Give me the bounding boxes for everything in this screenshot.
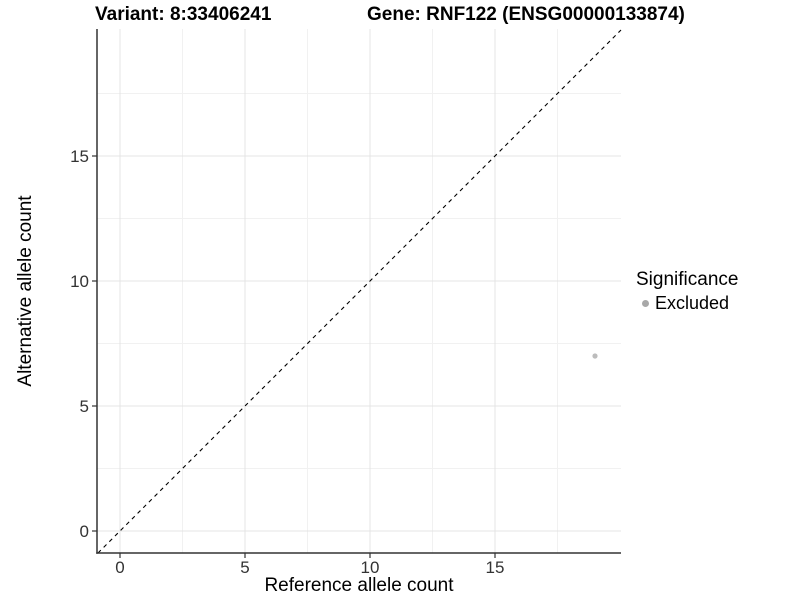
plot-title-gene: Gene: RNF122 (ENSG00000133874) — [367, 4, 685, 25]
plot-title-variant: Variant: 8:33406241 — [95, 4, 272, 25]
data-point — [592, 353, 598, 359]
y-tick-label: 15 — [70, 147, 89, 166]
legend-item-label: Excluded — [655, 293, 730, 313]
identity-line — [97, 29, 622, 554]
legend: Significance Excluded — [636, 269, 738, 314]
y-tick-label: 0 — [80, 522, 89, 541]
legend-item-excluded: Excluded — [636, 293, 738, 314]
x-tick-label: 5 — [240, 558, 249, 577]
legend-key-dot — [642, 300, 649, 307]
y-tick-label: 10 — [70, 272, 89, 291]
y-tick-label: 5 — [80, 397, 89, 416]
y-axis-title: Alternative allele count — [15, 195, 36, 387]
x-tick-label: 0 — [115, 558, 124, 577]
x-tick-label: 10 — [361, 558, 380, 577]
legend-title: Significance — [636, 269, 739, 290]
x-axis-title: Reference allele count — [264, 575, 454, 596]
x-tick-label: 15 — [486, 558, 505, 577]
